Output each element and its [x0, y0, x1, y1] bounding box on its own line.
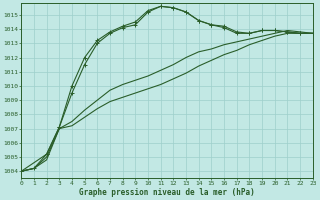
- X-axis label: Graphe pression niveau de la mer (hPa): Graphe pression niveau de la mer (hPa): [79, 188, 255, 197]
